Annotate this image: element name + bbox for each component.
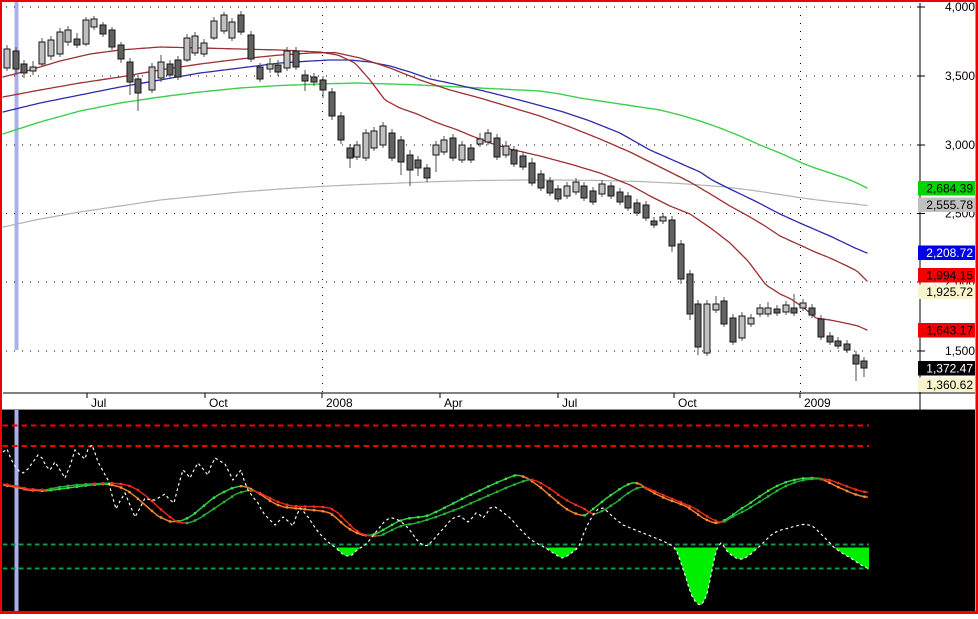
svg-text:Oct: Oct [678, 396, 697, 410]
svg-text:4,000: 4,000 [945, 0, 975, 14]
svg-text:Jul: Jul [562, 396, 577, 410]
svg-text:Apr: Apr [444, 396, 463, 410]
svg-text:2009: 2009 [804, 396, 831, 410]
svg-text:2,555.78: 2,555.78 [926, 198, 973, 212]
svg-text:1,925.72: 1,925.72 [926, 285, 973, 299]
svg-text:2008: 2008 [326, 396, 353, 410]
svg-text:1,372.47: 1,372.47 [926, 362, 973, 376]
svg-text:1,994.15: 1,994.15 [926, 269, 973, 283]
svg-text:1,500: 1,500 [945, 344, 975, 358]
svg-text:2,208.72: 2,208.72 [926, 246, 973, 260]
svg-text:3,000: 3,000 [945, 138, 975, 152]
svg-text:Jul: Jul [91, 396, 106, 410]
svg-text:3,500: 3,500 [945, 69, 975, 83]
svg-text:1,360.62: 1,360.62 [926, 378, 973, 392]
svg-text:1,643.17: 1,643.17 [926, 324, 973, 338]
svg-text:2,684.39: 2,684.39 [926, 182, 973, 196]
svg-text:Oct: Oct [209, 396, 228, 410]
